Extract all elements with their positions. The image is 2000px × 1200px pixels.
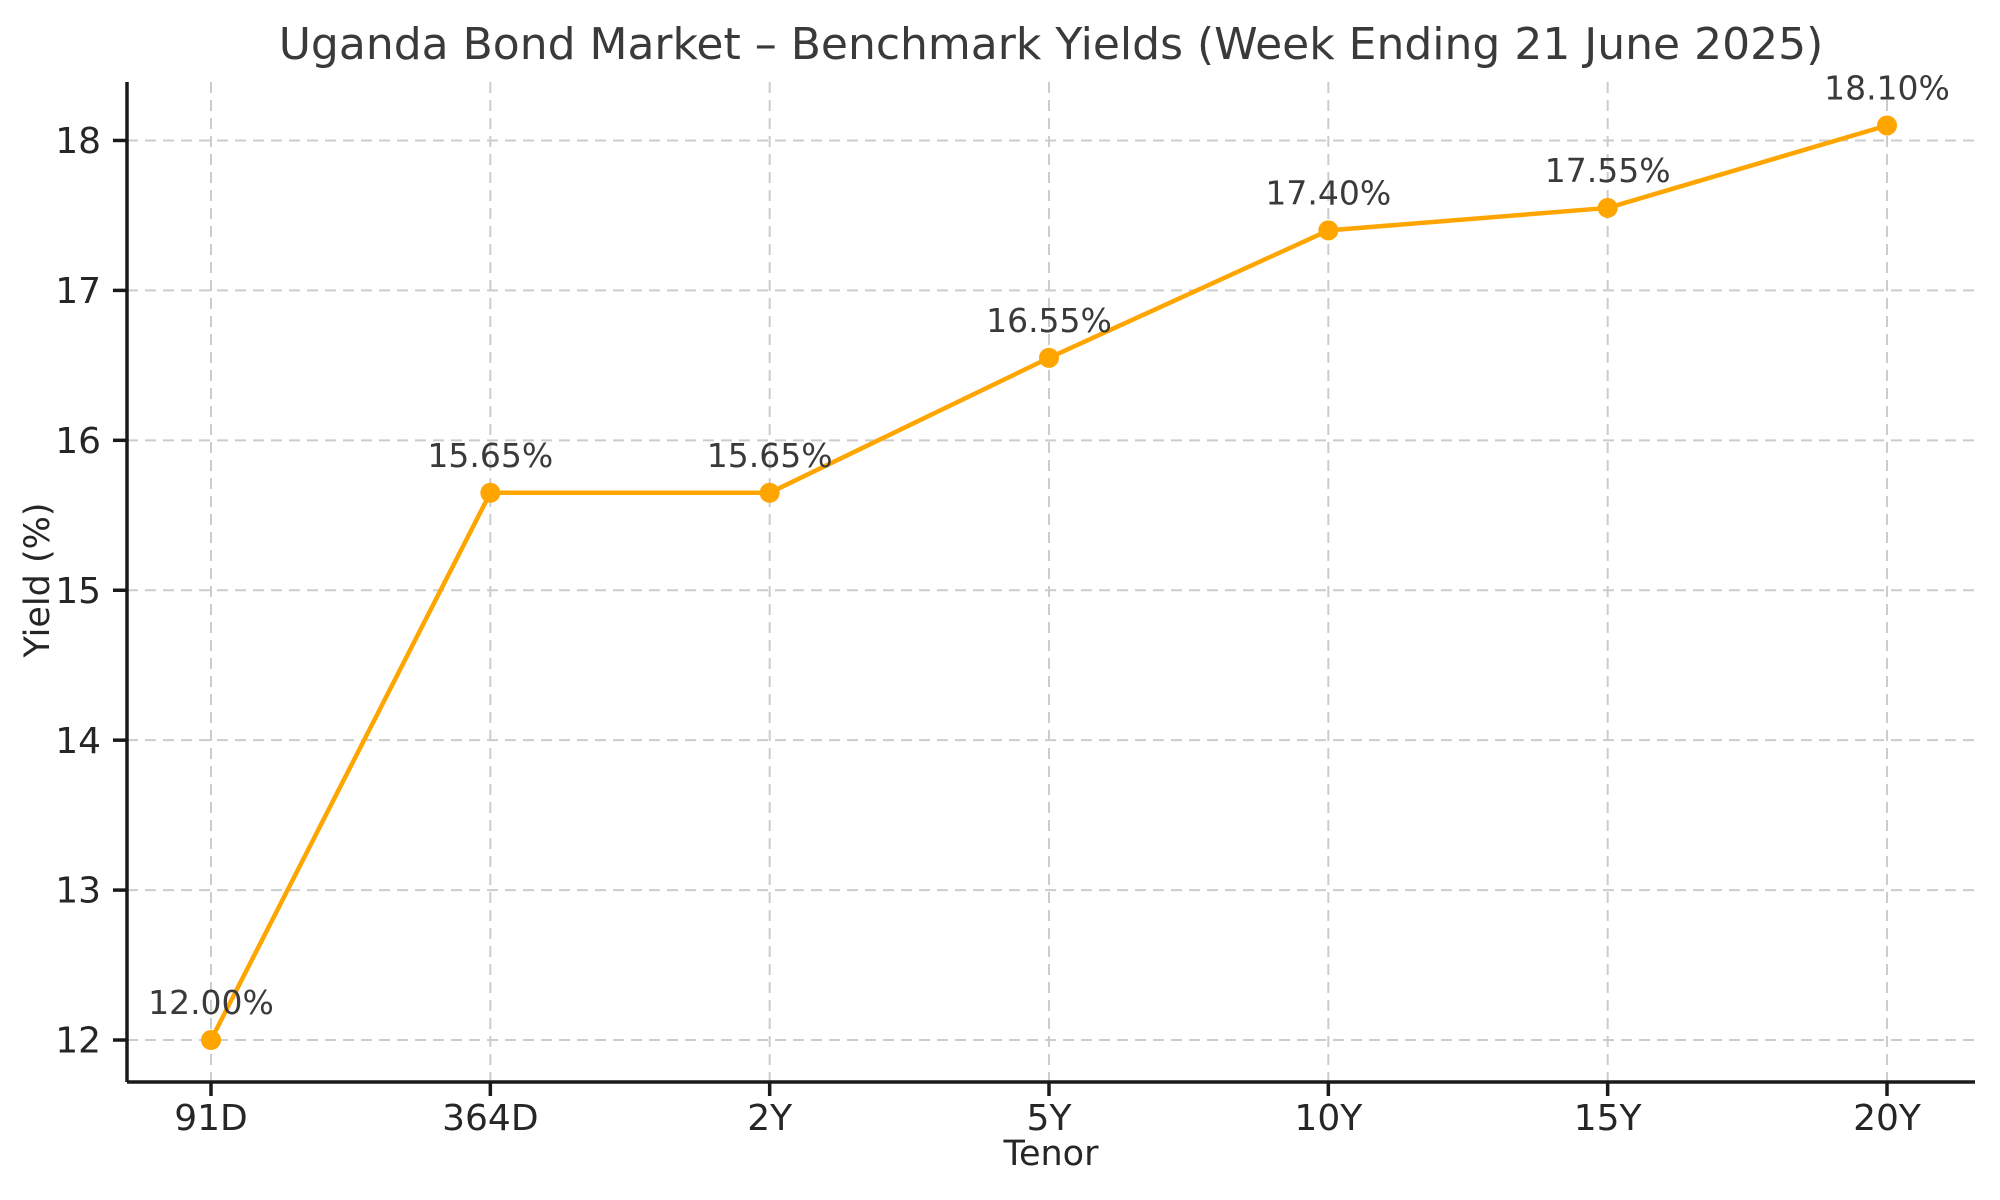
- y-tick-label: 15: [55, 571, 101, 612]
- y-tick-label: 16: [55, 421, 101, 462]
- x-tick-label: 364D: [442, 1098, 538, 1139]
- data-point-label: 12.00%: [148, 983, 274, 1022]
- x-tick-label: 91D: [174, 1098, 248, 1139]
- x-tick-label: 5Y: [1027, 1098, 1073, 1139]
- x-axis-title: Tenor: [1003, 1134, 1099, 1174]
- x-tick-label: 10Y: [1294, 1098, 1363, 1139]
- x-tick-label: 15Y: [1574, 1098, 1643, 1139]
- grid: [127, 82, 1975, 1082]
- y-tick-label: 12: [55, 1021, 101, 1062]
- data-point-marker: [1039, 347, 1059, 368]
- x-tick-label: 20Y: [1853, 1098, 1922, 1139]
- chart-title: Uganda Bond Market – Benchmark Yields (W…: [278, 19, 1824, 70]
- data-point-marker: [201, 1030, 221, 1051]
- data-point-marker: [1877, 115, 1897, 136]
- y-tick-label: 13: [55, 871, 101, 912]
- data-point-marker: [1597, 197, 1618, 218]
- data-point-label: 18.10%: [1824, 68, 1950, 107]
- data-point-marker: [759, 482, 780, 503]
- data-point-label: 16.55%: [986, 301, 1112, 340]
- tick-labels: 12 13 14 15 16 17 18 91D 364D 2Y 5Y 10Y 15Y 20Y: [55, 121, 1922, 1139]
- data-point-marker: [1318, 220, 1339, 241]
- data-point-label: 15.65%: [427, 436, 553, 475]
- y-tick-label: 14: [55, 721, 101, 762]
- y-tick-label: 17: [55, 271, 101, 312]
- y-tick-label: 18: [55, 121, 101, 162]
- x-tick-label: 2Y: [747, 1098, 793, 1139]
- data-point-marker: [480, 482, 501, 503]
- data-point-label: 17.55%: [1545, 151, 1671, 190]
- data-point-label: 15.65%: [707, 436, 833, 475]
- axes: [113, 82, 1975, 1096]
- data-point-label: 17.40%: [1265, 173, 1391, 212]
